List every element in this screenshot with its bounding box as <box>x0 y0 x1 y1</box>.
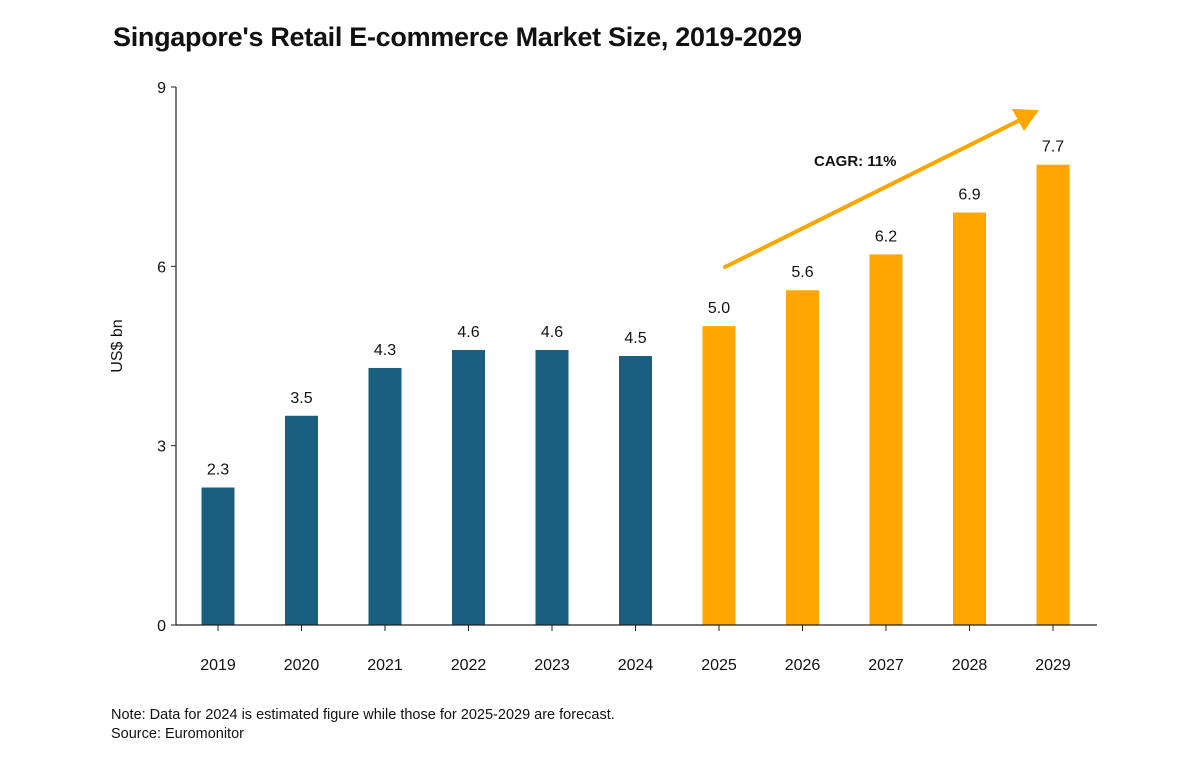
y-tick-label: 9 <box>157 80 166 97</box>
bar-chart: 0 3 6 9 US$ bn 2.3 3.5 4.3 4.6 4.6 4.5 5.0 5.6 6.2 6.… <box>109 80 1097 674</box>
bars: 2.3 3.5 4.3 4.6 4.6 4.5 5.0 5.6 6.2 6.9 7.7 <box>201 139 1070 626</box>
chart-title: Singapore's Retail E-commerce Market Siz… <box>113 22 802 52</box>
bar-2021 <box>368 367 402 625</box>
bar-2028 <box>953 212 986 626</box>
arrow-head-icon <box>1012 109 1039 131</box>
data-label-2021: 4.3 <box>374 342 396 359</box>
data-label-2027: 6.2 <box>875 228 897 245</box>
bar-2029 <box>1036 164 1070 625</box>
data-label-2022: 4.6 <box>457 324 479 341</box>
x-axis: 2019 2020 2021 2022 2023 2024 2025 2026 2027 2028… <box>176 624 1097 674</box>
bar-2026 <box>786 290 819 625</box>
data-label-2023: 4.6 <box>541 324 563 341</box>
x-tick-label-2020: 2020 <box>284 657 320 674</box>
source-note: Source: Euromonitor <box>111 726 244 742</box>
x-tick-label-2021: 2021 <box>367 657 403 674</box>
x-tick-label-2026: 2026 <box>785 657 821 674</box>
bar-2024 <box>619 356 652 625</box>
data-label-2020: 3.5 <box>290 390 312 407</box>
y-axis: 0 3 6 9 US$ bn <box>109 80 177 635</box>
bar-2025 <box>702 326 736 625</box>
x-tick-label-2029: 2029 <box>1035 657 1071 674</box>
x-tick-label-2025: 2025 <box>701 657 737 674</box>
x-tick-label-2024: 2024 <box>618 657 654 674</box>
y-tick-label: 0 <box>157 618 166 635</box>
bar-2020 <box>285 415 318 625</box>
cagr-annotation: CAGR: 11% <box>723 109 1039 269</box>
chart-footer: Note: Data for 2024 is estimated figure … <box>111 706 615 744</box>
bar-2022 <box>452 350 485 625</box>
bar-2019 <box>201 487 235 625</box>
x-tick-label-2023: 2023 <box>534 657 570 674</box>
footnote: Note: Data for 2024 is estimated figure … <box>111 707 615 723</box>
y-tick-label: 3 <box>157 439 166 456</box>
bar-2027 <box>869 254 903 625</box>
data-label-2019: 2.3 <box>207 462 229 479</box>
x-tick-label-2028: 2028 <box>952 657 988 674</box>
x-tick-label-2019: 2019 <box>200 657 236 674</box>
y-tick-label: 6 <box>157 259 166 276</box>
data-label-2029: 7.7 <box>1042 139 1064 156</box>
cagr-label: CAGR: 11% <box>814 153 897 170</box>
data-label-2025: 5.0 <box>708 300 730 317</box>
x-tick-label-2027: 2027 <box>868 657 904 674</box>
bar-2023 <box>535 350 569 625</box>
y-axis-title: US$ bn <box>109 319 126 372</box>
data-label-2024: 4.5 <box>624 330 646 347</box>
data-label-2028: 6.9 <box>958 187 980 204</box>
trend-arrow-line <box>723 118 1022 269</box>
data-label-2026: 5.6 <box>791 264 813 281</box>
x-tick-label-2022: 2022 <box>451 657 487 674</box>
